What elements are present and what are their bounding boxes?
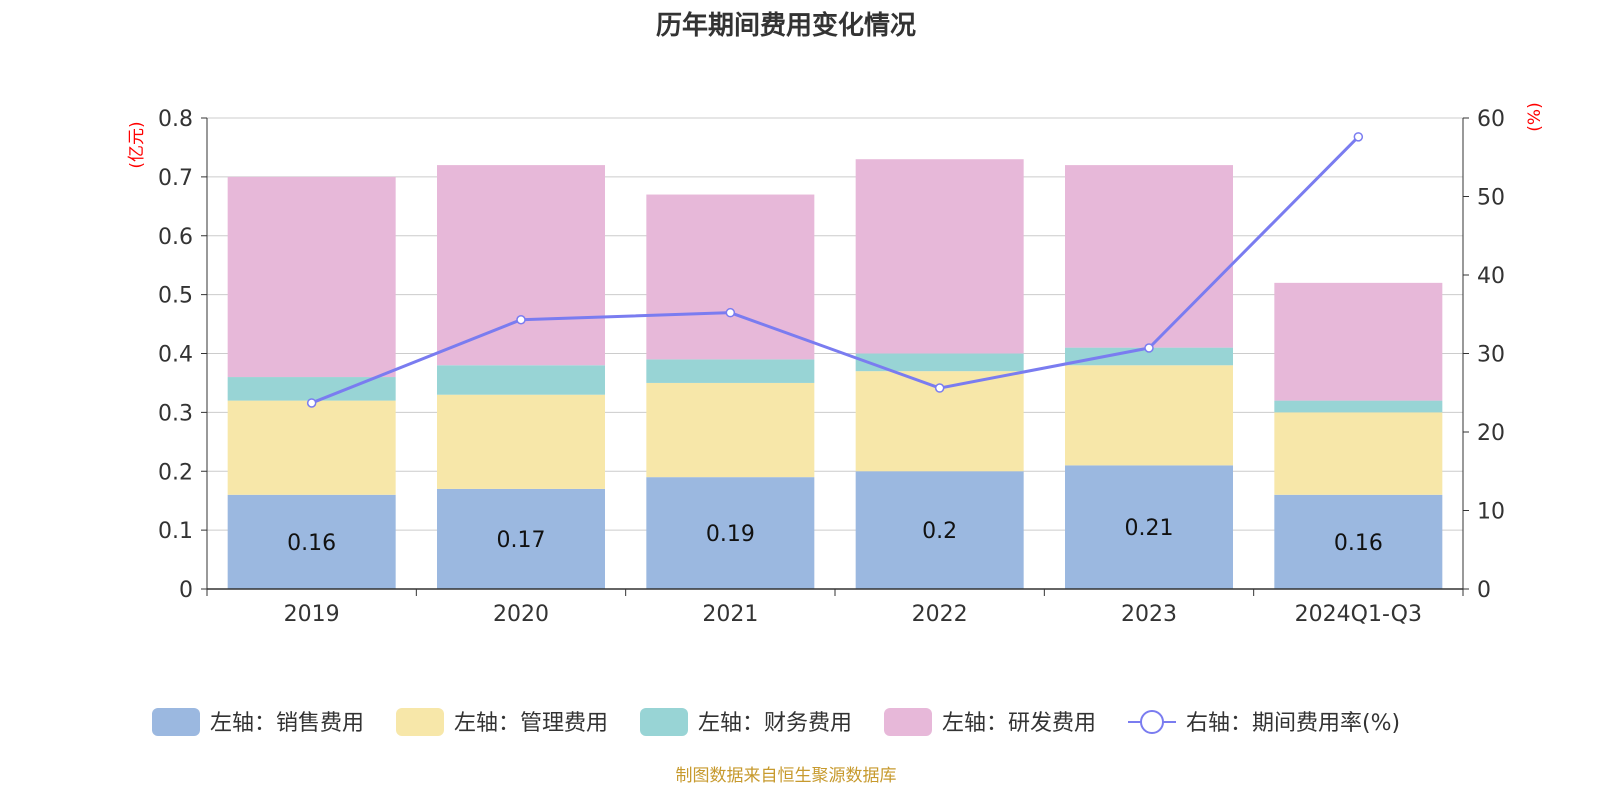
- rate-point: [725, 307, 736, 318]
- x-tick-label: 2020: [493, 602, 549, 627]
- right-tick-label: 20: [1477, 421, 1505, 446]
- bar-segment: [437, 394, 605, 489]
- bar-segment: [646, 359, 815, 383]
- left-tick-label: 0.4: [158, 343, 193, 368]
- source-note: 制图数据来自恒生聚源数据库: [676, 766, 897, 786]
- rate-point: [934, 383, 945, 393]
- right-tick-label: 40: [1477, 264, 1505, 289]
- bar-segment: [227, 494, 396, 589]
- x-tick-label: 2022: [912, 602, 968, 627]
- legend-label: 左轴：管理费用: [454, 711, 608, 736]
- bar-segment: [227, 176, 396, 378]
- bar-segment: [1065, 165, 1233, 348]
- legend-swatch: [884, 708, 932, 736]
- right-tick-label: 30: [1477, 343, 1505, 368]
- x-tick-label: 2024Q1-Q3: [1295, 602, 1422, 627]
- legend-marker-icon: [1140, 710, 1164, 734]
- bar-data-label: 0.21: [1125, 516, 1174, 541]
- bar-segment: [1274, 400, 1443, 413]
- legend-item[interactable]: 左轴：销售费用: [152, 708, 364, 736]
- bar-data-label: 0.16: [287, 531, 336, 556]
- right-tick-label: 50: [1477, 186, 1505, 211]
- x-tick-label: 2021: [702, 602, 758, 627]
- bar-segment: [855, 159, 1024, 354]
- bar-segment: [1274, 412, 1443, 495]
- legend-label: 左轴：财务费用: [698, 711, 852, 736]
- legend[interactable]: 左轴：销售费用 左轴：管理费用 左轴：财务费用 左轴：研发费用 右轴：期间费用率(%): [152, 708, 1400, 736]
- grid-lines: [207, 117, 1463, 531]
- left-tick-label: 0.8: [158, 107, 193, 132]
- legend-swatch: [396, 708, 444, 736]
- left-tick-label: 0.1: [158, 519, 193, 544]
- chart-title: 历年期间费用变化情况: [656, 10, 916, 41]
- left-tick-label: 0.6: [158, 225, 193, 250]
- bar-segment: [1065, 365, 1233, 466]
- right-tick-label: 0: [1477, 578, 1491, 603]
- bar-data-label: 0.16: [1334, 531, 1383, 556]
- left-axis-unit: (亿元): [127, 121, 147, 168]
- rate-point: [516, 314, 526, 325]
- bar-segment: [1065, 465, 1233, 589]
- bar-segment: [1065, 347, 1233, 366]
- legend-label: 左轴：研发费用: [942, 711, 1096, 736]
- rate-point: [306, 398, 317, 408]
- rate-line: [306, 132, 1364, 408]
- right-tick-label: 60: [1477, 107, 1505, 132]
- x-tick-label: 2023: [1121, 602, 1177, 627]
- bar-segment: [437, 365, 605, 395]
- axes: 0 0.1 0.2 0.3 0.4 0.5 0.6 0.7 0.8 0 10 20 30 40 50 60 20…: [158, 107, 1505, 627]
- rate-point: [1353, 132, 1364, 142]
- bar-data-label: 0.19: [706, 522, 755, 547]
- bar-segment: [855, 353, 1024, 372]
- x-tick-label: 2019: [284, 602, 340, 627]
- left-tick-label: 0.7: [158, 166, 193, 191]
- right-tick-label: 10: [1477, 500, 1505, 525]
- bars: 0.16 0.17 0.19 0.2 0.21 0.16: [227, 159, 1443, 589]
- left-tick-label: 0.2: [158, 460, 193, 485]
- legend-label: 右轴：期间费用率(%): [1186, 711, 1400, 736]
- bar-segment: [1274, 282, 1443, 401]
- legend-item[interactable]: 左轴：财务费用: [640, 708, 852, 736]
- bar-segment: [855, 471, 1024, 589]
- left-tick-label: 0.3: [158, 401, 193, 426]
- left-tick-label: 0.5: [158, 284, 193, 309]
- left-tick-label: 0: [179, 578, 193, 603]
- bar-data-label: 0.17: [497, 528, 546, 553]
- rate-point: [1144, 343, 1154, 353]
- legend-item[interactable]: 右轴：期间费用率(%): [1128, 710, 1400, 736]
- right-axis-unit: (%): [1525, 102, 1545, 131]
- bar-segment: [646, 382, 815, 478]
- bar-segment: [227, 400, 396, 495]
- legend-swatch: [152, 708, 200, 736]
- bar-segment: [1274, 494, 1443, 589]
- rate-line-path: [311, 135, 1360, 405]
- bar-segment: [437, 488, 605, 589]
- legend-swatch: [640, 708, 688, 736]
- bar-segment: [227, 377, 396, 401]
- bar-data-label: 0.2: [922, 519, 957, 544]
- legend-item[interactable]: 左轴：研发费用: [884, 708, 1096, 736]
- bar-segment: [437, 165, 605, 366]
- legend-item[interactable]: 左轴：管理费用: [396, 708, 608, 736]
- bar-segment: [646, 477, 815, 589]
- legend-label: 左轴：销售费用: [210, 711, 364, 736]
